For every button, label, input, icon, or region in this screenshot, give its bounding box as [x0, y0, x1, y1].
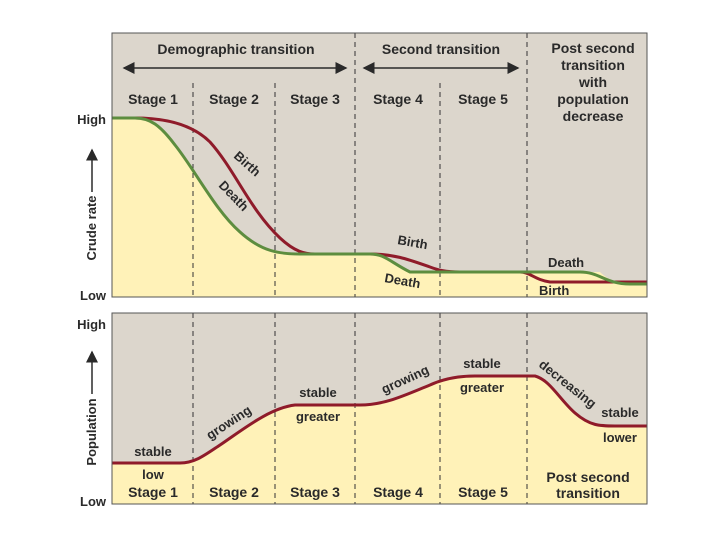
birth-label-2: Birth — [396, 232, 429, 252]
top-panel-frame — [111, 32, 648, 298]
bottom-panel-area-fill — [112, 376, 647, 504]
death-rate-curve — [112, 116, 647, 286]
bottom-stage-1-label: Stage 1 — [128, 484, 178, 500]
top-stage-5-label: Stage 5 — [458, 91, 508, 107]
stable-label-2: stable — [299, 385, 337, 400]
bottom-panel-frame — [111, 312, 648, 505]
bottom-post-second-line2: transition — [556, 485, 620, 501]
top-stage-4-label: Stage 4 — [373, 91, 423, 107]
top-stage-3-label: Stage 3 — [290, 91, 340, 107]
post-second-header-line4: population — [557, 91, 629, 107]
post-second-header-line2: transition — [561, 57, 625, 73]
stable-label-3: stable — [463, 356, 501, 371]
post-second-header-line1: Post second — [551, 40, 634, 56]
bottom-y-low-label: Low — [80, 494, 107, 509]
stable-label-4: stable — [601, 405, 639, 420]
bottom-y-axis-title: Population — [84, 398, 99, 465]
top-y-axis-title: Crude rate — [84, 195, 99, 260]
top-stage-2-label: Stage 2 — [209, 91, 259, 107]
bottom-stage-5-label: Stage 5 — [458, 484, 508, 500]
second-transition-header: Second transition — [382, 41, 500, 57]
bottom-post-second-line1: Post second — [546, 469, 629, 485]
post-second-header-line5: decrease — [563, 108, 624, 124]
death-label-2: Death — [383, 270, 421, 291]
lower-label: lower — [603, 430, 637, 445]
top-y-high-label: High — [77, 112, 106, 127]
bottom-y-high-label: High — [77, 317, 106, 332]
death-label-3: Death — [548, 255, 584, 270]
low-label: low — [142, 467, 165, 482]
post-second-header-line3: with — [578, 74, 607, 90]
demographic-transition-header: Demographic transition — [157, 41, 314, 57]
top-y-low-label: Low — [80, 288, 107, 303]
stable-label-1: stable — [134, 444, 172, 459]
bottom-stage-4-label: Stage 4 — [373, 484, 423, 500]
birth-label-3: Birth — [539, 283, 569, 298]
top-stage-1-label: Stage 1 — [128, 91, 178, 107]
top-panel-area-fill — [112, 118, 647, 297]
greater-label-2: greater — [460, 380, 504, 395]
bottom-stage-2-label: Stage 2 — [209, 484, 259, 500]
bottom-stage-dividers — [192, 313, 528, 504]
population-curve — [112, 374, 647, 465]
greater-label-1: greater — [296, 409, 340, 424]
bottom-stage-3-label: Stage 3 — [290, 484, 340, 500]
